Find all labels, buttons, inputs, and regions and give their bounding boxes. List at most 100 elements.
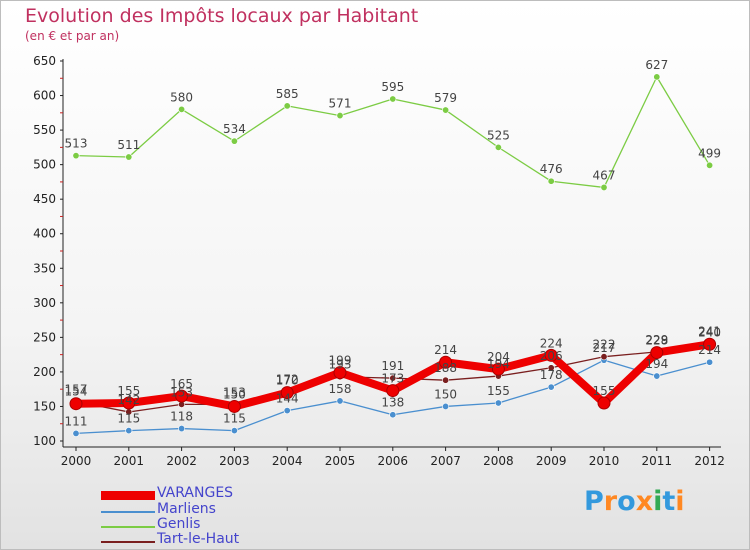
data-label: 150 — [434, 387, 457, 401]
logo-letter: x — [635, 486, 654, 517]
y-tick-label: 350 — [33, 261, 56, 275]
y-tick-label: 500 — [33, 158, 56, 172]
data-label: 525 — [487, 128, 510, 142]
data-label: 153 — [170, 385, 193, 399]
data-point — [600, 183, 608, 191]
logo-letter: i — [675, 486, 685, 517]
x-tick-label: 2006 — [378, 454, 409, 468]
data-label: 476 — [540, 162, 563, 176]
legend-label: Genlis — [157, 516, 201, 532]
logo-letter: i — [653, 486, 663, 517]
data-label: 229 — [645, 333, 668, 347]
data-label: 153 — [223, 385, 246, 399]
y-tick-label: 150 — [33, 399, 56, 413]
data-label: 191 — [381, 359, 404, 373]
data-label: 595 — [381, 80, 404, 94]
data-point — [280, 386, 294, 400]
data-label: 627 — [645, 58, 668, 72]
x-tick-label: 2000 — [61, 454, 92, 468]
y-tick-label: 300 — [33, 296, 56, 310]
x-tick-label: 2009 — [536, 454, 567, 468]
data-point — [389, 95, 397, 103]
data-label: 157 — [65, 383, 88, 397]
y-tick-label: 250 — [33, 330, 56, 344]
data-label: 580 — [170, 90, 193, 104]
data-point — [547, 383, 555, 391]
data-point — [703, 337, 717, 351]
data-label: 571 — [329, 97, 352, 111]
data-point — [547, 177, 555, 185]
logo-letter: t — [662, 486, 676, 517]
proxiti-logo: Proxiti — [584, 486, 685, 517]
data-label: 534 — [223, 122, 246, 136]
data-point — [439, 355, 453, 369]
data-label: 224 — [540, 336, 563, 350]
data-label: 513 — [65, 137, 88, 151]
data-point — [494, 143, 502, 151]
data-point — [230, 137, 238, 145]
logo-letter: r — [603, 486, 618, 517]
data-label: 144 — [276, 392, 299, 406]
x-tick-label: 2004 — [272, 454, 303, 468]
logo-letter: o — [617, 486, 636, 517]
data-label: 178 — [540, 368, 563, 382]
y-tick-label: 400 — [33, 227, 56, 241]
data-point — [125, 427, 133, 435]
data-label: 173 — [381, 372, 404, 386]
data-point — [122, 396, 136, 410]
y-tick-label: 100 — [33, 434, 56, 448]
x-tick-label: 2007 — [430, 454, 461, 468]
legend-swatch — [101, 526, 155, 528]
data-label: 204 — [487, 350, 510, 364]
x-tick-label: 2003 — [219, 454, 250, 468]
data-label: 165 — [170, 377, 193, 391]
legend-label: VARANGES — [157, 485, 234, 501]
data-label: 499 — [698, 146, 721, 160]
y-tick-label: 200 — [33, 365, 56, 379]
logo-letter: P — [584, 486, 604, 517]
data-point — [442, 376, 450, 384]
data-label: 193 — [329, 358, 352, 372]
data-point — [650, 346, 664, 360]
data-label: 188 — [434, 361, 457, 375]
data-label: 115 — [223, 412, 246, 426]
data-point — [491, 362, 505, 376]
x-tick-label: 2005 — [325, 454, 356, 468]
data-label: 155 — [117, 384, 140, 398]
data-point — [653, 73, 661, 81]
data-point — [706, 358, 714, 366]
data-point — [230, 427, 238, 435]
data-point — [597, 396, 611, 410]
x-tick-label: 2010 — [589, 454, 620, 468]
data-point — [494, 399, 502, 407]
data-label: 214 — [698, 343, 721, 357]
data-label: 194 — [645, 357, 668, 371]
data-point — [389, 374, 397, 382]
x-tick-label: 2001 — [114, 454, 145, 468]
data-label: 170 — [276, 374, 299, 388]
y-tick-label: 650 — [33, 54, 56, 68]
x-tick-label: 2011 — [642, 454, 673, 468]
data-point — [544, 348, 558, 362]
chart-subtitle: (en € et par an) — [25, 29, 120, 43]
data-point — [653, 372, 661, 380]
data-point — [600, 353, 608, 361]
data-label: 138 — [381, 396, 404, 410]
data-label: 118 — [170, 410, 193, 424]
data-point — [175, 389, 189, 403]
data-point — [125, 153, 133, 161]
x-tick-label: 2002 — [166, 454, 197, 468]
data-label: 240 — [698, 325, 721, 339]
x-tick-label: 2008 — [483, 454, 514, 468]
data-point — [336, 397, 344, 405]
y-tick-label: 450 — [33, 192, 56, 206]
data-point — [389, 411, 397, 419]
data-label: 158 — [329, 382, 352, 396]
data-label: 154 — [65, 385, 88, 399]
legend-label: Marliens — [157, 501, 216, 517]
data-point — [178, 425, 186, 433]
data-point — [178, 105, 186, 113]
legend-swatch — [101, 541, 155, 543]
data-label: 155 — [487, 384, 510, 398]
